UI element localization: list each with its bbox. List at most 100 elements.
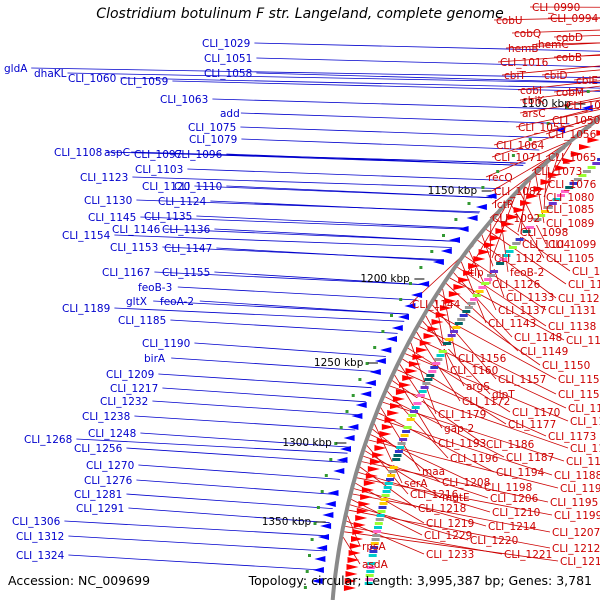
gc-mark [399,298,403,301]
cog-band-mark [561,190,569,193]
cog-band-mark [445,338,454,341]
leader-line-right [515,109,600,128]
gene-label-right: CLI_1214 [488,521,537,533]
leader-line-left [187,168,509,181]
gene-label-right: CLI_1080 [546,192,594,204]
leader-line-right [374,423,403,484]
cog-band-mark [450,330,458,333]
leader-line-right [497,54,600,63]
gene-label-right: CLI_1082 [494,186,542,198]
leader-line-right [358,472,491,513]
gene-label-right: CLI_1193 [438,438,486,450]
gene-label-right: asdA [362,559,389,571]
gene-label-left: CLI_1291 [76,503,124,515]
leader-line-left [114,234,452,248]
forward-gene-mark [358,501,371,507]
forward-gene-mark [363,480,376,486]
cog-band-mark [413,402,422,405]
cog-band-mark [394,450,403,453]
cog-band-mark [374,522,383,525]
gene-label-right: CLI_1186 [486,439,535,451]
cog-band-mark [484,278,493,281]
reverse-gene-mark [311,578,323,584]
cog-band-mark [459,314,468,317]
reverse-gene-mark [554,127,566,133]
gene-label-right: CLI_1198 [484,482,532,494]
cog-band-mark [544,206,553,209]
forward-gene-mark [369,459,382,465]
cog-band-mark [424,378,433,381]
gene-label-left: add [220,108,240,120]
forward-gene-mark [478,249,491,255]
cog-band-mark [432,362,441,365]
forward-gene-mark [444,298,457,304]
cog-band-mark [370,542,379,545]
forward-gene-mark [344,578,357,584]
forward-gene-mark [453,284,466,290]
cog-band-mark [470,298,479,301]
leader-line-left [226,153,524,166]
backbone-arc [330,115,600,600]
leader-line-left [256,72,600,83]
leader-line-right [505,42,600,49]
gene-label-left: CLI_1059 [120,76,168,88]
forward-gene-mark [562,158,575,164]
gene-label-right: CLI_1043 [566,100,600,112]
gene-label-left: CLI_1124 [158,196,207,208]
leader-line-right [501,65,600,76]
gc-mark [339,426,343,429]
forward-gene-mark [347,557,360,563]
cog-band-mark [533,218,542,221]
cog-band-mark [515,238,524,241]
reverse-gene-mark [432,259,444,265]
cog-band-mark [573,178,582,181]
gene-label-right: CLI_1076 [548,179,597,191]
cog-band-mark [373,530,382,533]
gene-label-left: gldA [4,63,28,75]
cog-band-mark [496,262,505,265]
reverse-gene-mark [449,237,460,243]
forward-gene-mark [427,326,440,332]
leader-line-left [136,479,337,495]
gene-label-right: gap-2 [444,423,474,435]
leader-line-left [199,300,409,315]
gene-label-right: lctP [494,199,513,211]
cog-band-mark [400,434,409,437]
gene-label-right: cobI [520,85,542,97]
cog-band-mark [502,254,511,257]
forward-gene-mark [468,263,481,269]
leader-line-right [517,80,600,91]
gene-label-right: CLI_1233 [426,549,474,561]
leader-line-left [226,185,493,199]
gene-label-right: CLI_0990 [532,2,580,14]
leader-lines [31,6,600,571]
leader-line-left [140,216,466,230]
reverse-gene-mark [386,336,397,342]
gene-label-right: CLI_1160 [450,365,498,377]
leader-line-right [402,358,507,425]
gene-label-left: CLI_1190 [142,338,190,350]
forward-gene-mark [367,466,380,472]
leader-line-right [493,17,600,21]
cog-band-mark [475,290,484,293]
gc-mark [419,266,423,269]
leader-line-right [477,239,557,299]
cog-band-mark [408,414,417,417]
gene-label-right: CLI_1156 [458,353,507,365]
gene-label-right: CLI_1131 [548,305,596,317]
forward-gene-mark [376,438,389,444]
gene-label-left: CLI_1108 [54,147,102,159]
forward-gene-mark [351,536,363,542]
forward-gene-mark [372,452,385,458]
gc-mark [324,474,328,477]
leader-line-right [457,266,547,327]
forward-gene-mark [412,354,425,360]
gc-mark [528,138,532,141]
kbp-tick-label: 1200 kbp [360,273,410,285]
reverse-gene-mark [318,534,329,540]
gene-label-right: CLI_1210 [492,507,540,519]
accession-text: Accession: NC_009699 [8,573,151,588]
gene-label-left: CLI_1096 [174,149,223,161]
cog-band-mark [436,354,445,357]
gene-label-right: serA [404,478,428,490]
